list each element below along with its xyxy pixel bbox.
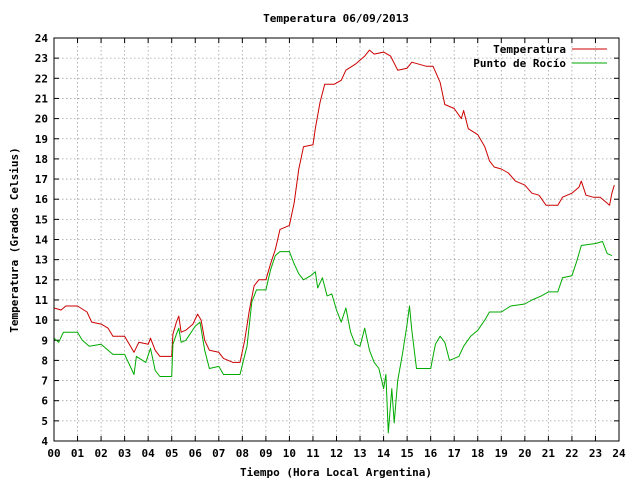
y-tick-label: 15	[35, 213, 48, 226]
series-line-0	[53, 49, 615, 363]
x-tick-label: 19	[495, 447, 508, 460]
x-tick-label: 06	[189, 447, 203, 460]
x-tick-label: 20	[518, 447, 531, 460]
x-tick-label: 04	[142, 447, 156, 460]
y-tick-label: 9	[41, 334, 48, 347]
x-tick-label: 08	[236, 447, 249, 460]
y-tick-label: 19	[35, 133, 48, 146]
x-tick-label: 05	[165, 447, 178, 460]
y-tick-label: 5	[41, 415, 48, 428]
chart-title: Temperatura 06/09/2013	[263, 12, 409, 25]
x-tick-label: 15	[401, 447, 414, 460]
y-tick-label: 24	[35, 32, 49, 45]
x-tick-label: 10	[283, 447, 296, 460]
x-tick-label: 22	[565, 447, 578, 460]
x-tick-label: 02	[94, 447, 107, 460]
y-tick-label: 23	[35, 52, 48, 65]
y-tick-label: 8	[41, 354, 48, 367]
x-tick-label: 12	[330, 447, 343, 460]
series-lines	[53, 49, 615, 434]
y-tick-label: 6	[41, 395, 48, 408]
y-axis-label: Temperatura (Grados Celsius)	[8, 147, 21, 332]
x-tick-label: 18	[471, 447, 484, 460]
x-tick-label: 07	[212, 447, 225, 460]
plot-frame	[53, 37, 620, 442]
y-tick-label: 17	[35, 173, 48, 186]
x-tick-label: 13	[353, 447, 366, 460]
x-tick-label: 14	[377, 447, 391, 460]
grid	[54, 38, 619, 441]
x-tick-label: 24	[612, 447, 626, 460]
x-axis-label: Tiempo (Hora Local Argentina)	[240, 466, 432, 479]
y-tick-label: 11	[35, 294, 49, 307]
y-tick-label: 22	[35, 72, 48, 85]
x-axis: 00 01 02 03 04 05 06 07 08 09 10 11 12 13 14 15 16 17 18 19…	[47, 38, 626, 460]
y-tick-label: 16	[35, 193, 49, 206]
x-tick-label: 09	[259, 447, 272, 460]
legend-label: Temperatura	[493, 43, 566, 56]
y-tick-label: 7	[41, 375, 48, 388]
y-tick-label: 21	[35, 92, 49, 105]
legend-label: Punto de Rocío	[473, 57, 566, 70]
x-tick-label: 23	[589, 447, 602, 460]
y-tick-label: 12	[35, 274, 48, 287]
x-tick-label: 00	[47, 447, 60, 460]
y-axis: 4 5 6 7 8 9 10 11 12 13 14 15 16 17 18 19 20 21 22 23 24	[35, 32, 619, 448]
x-tick-label: 21	[542, 447, 556, 460]
y-tick-label: 20	[35, 113, 48, 126]
y-tick-label: 13	[35, 254, 48, 267]
x-tick-label: 03	[118, 447, 131, 460]
y-tick-label: 18	[35, 153, 48, 166]
y-tick-label: 14	[35, 234, 49, 247]
y-tick-label: 4	[41, 435, 48, 448]
x-tick-label: 17	[448, 447, 461, 460]
y-tick-label: 10	[35, 314, 48, 327]
x-tick-label: 01	[71, 447, 85, 460]
series-line-1	[53, 241, 613, 434]
x-tick-label: 11	[306, 447, 320, 460]
x-tick-label: 16	[424, 447, 438, 460]
